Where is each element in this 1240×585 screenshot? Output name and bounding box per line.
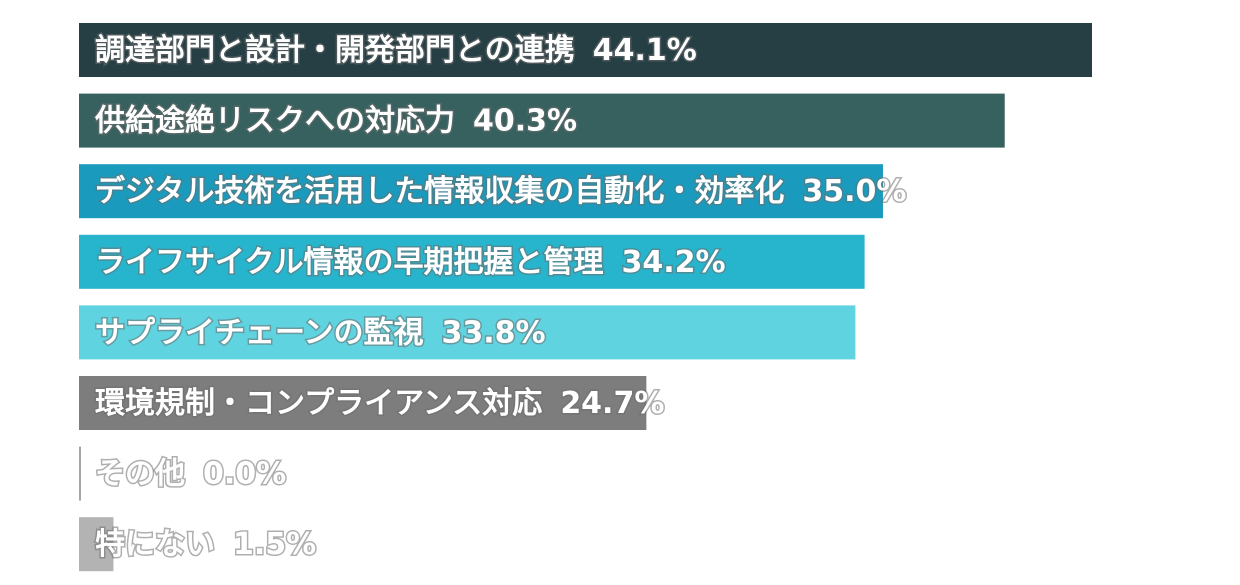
category-label: 供給途絶リスクへの対応力: [94, 103, 455, 138]
category-label: その他: [95, 456, 185, 491]
value-label: 33.8%: [442, 315, 546, 350]
value-label: 35.0%: [802, 174, 906, 209]
value-label: 0.0%: [203, 456, 286, 491]
value-label: 1.5%: [233, 527, 316, 562]
value-label: 34.2%: [622, 244, 726, 279]
category-label: 特にない: [95, 527, 215, 562]
bar: [79, 93, 1005, 148]
category-label: サプライチェーンの監視: [95, 315, 424, 350]
bar-label: その他 0.0%: [95, 456, 286, 491]
value-label: 44.1%: [593, 33, 697, 68]
value-label: 24.7%: [560, 386, 664, 421]
bar: [79, 164, 883, 219]
bar-label: 調達部門と設計・開発部門との連携 44.1%: [95, 33, 697, 68]
bar-label: サプライチェーンの監視 33.8%: [95, 315, 546, 350]
bar-label: 供給途絶リスクへの対応力 40.3%: [94, 103, 577, 138]
category-label: 環境規制・コンプライアンス対応: [95, 386, 542, 421]
bar-label: デジタル技術を活用した情報収集の自動化・効率化 35.0%: [95, 174, 906, 209]
bar: [79, 446, 81, 501]
category-label: 調達部門と設計・開発部門との連携: [95, 33, 575, 68]
bar: [79, 305, 856, 360]
bar: [79, 23, 1092, 77]
bar-label: ライフサイクル情報の早期把握と管理 34.2%: [95, 244, 726, 279]
category-label: デジタル技術を活用した情報収集の自動化・効率化: [95, 174, 784, 209]
bars-group: [79, 23, 1092, 572]
bar: [79, 517, 114, 572]
category-label: ライフサイクル情報の早期把握と管理: [95, 244, 604, 279]
bar: [79, 234, 865, 289]
value-label: 40.3%: [473, 103, 577, 138]
bar: [79, 376, 647, 430]
bar-label: 特にない 1.5%: [95, 527, 316, 562]
bar-label: 環境規制・コンプライアンス対応 24.7%: [95, 386, 664, 421]
labels-group: 調達部門と設計・開発部門との連携 44.1% 供給途絶リスクへの対応力 40.3% デジ…: [93, 31, 908, 563]
